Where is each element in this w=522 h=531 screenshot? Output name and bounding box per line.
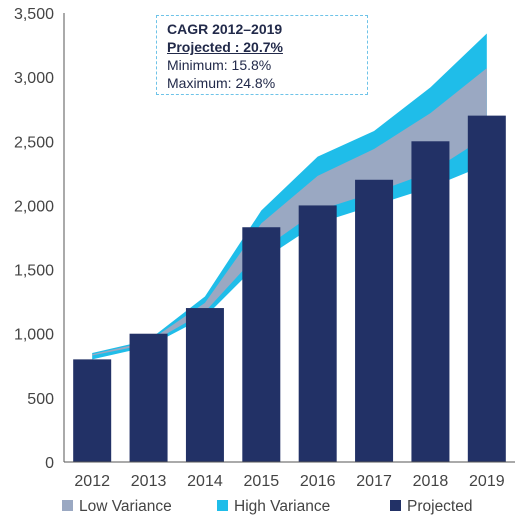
x-tick-label: 2017 [356, 473, 392, 490]
bar-2014 [185, 308, 224, 462]
legend-label-low-variance: Low Variance [79, 498, 172, 515]
y-tick-label: 3,000 [14, 70, 54, 87]
cagr-annotation: CAGR 2012–2019 Projected : 20.7% Minimum… [156, 15, 368, 95]
bar-2017 [355, 179, 394, 462]
axes [63, 13, 515, 463]
bar-2016 [298, 205, 337, 462]
annotation-projected: Projected : 20.7% [167, 39, 283, 55]
annotation-minimum: Minimum: 15.8% [167, 57, 272, 73]
x-tick-label: 2014 [187, 473, 223, 490]
y-tick-labels: 0 500 1,000 1,500 2,000 2,500 3,000 3,500 [14, 6, 54, 472]
y-tick-label: 1,000 [14, 327, 54, 344]
y-tick-label: 1,500 [14, 263, 54, 280]
bars [73, 115, 506, 463]
bar-2018 [411, 141, 450, 463]
legend-swatch-low-variance [62, 500, 73, 511]
x-tick-labels: 2012 2013 2014 2015 2016 2017 2018 2019 [74, 473, 504, 490]
low-variance-area [92, 68, 487, 356]
x-tick-label: 2013 [131, 473, 167, 490]
x-tick-label: 2018 [413, 473, 449, 490]
high-variance-area [92, 33, 487, 360]
legend-label-projected: Projected [407, 498, 472, 515]
y-tick-label: 2,000 [14, 198, 54, 215]
bar-2013 [129, 333, 168, 462]
bar-2015 [242, 227, 281, 462]
x-tick-label: 2019 [469, 473, 505, 490]
variance-areas [92, 33, 487, 360]
y-tick-label: 3,500 [14, 6, 54, 23]
x-tick-label: 2012 [74, 473, 110, 490]
y-tick-label: 2,500 [14, 134, 54, 151]
annotation-title: CAGR 2012–2019 [167, 21, 283, 37]
x-tick-label: 2015 [244, 473, 280, 490]
legend-swatch-projected [390, 500, 401, 511]
bar-2012 [73, 359, 112, 462]
annotation-maximum: Maximum: 24.8% [167, 75, 276, 91]
x-tick-label: 2016 [300, 473, 336, 490]
legend: Low Variance High Variance Projected [62, 498, 472, 515]
bar-2019 [467, 115, 506, 462]
y-tick-label: 500 [27, 391, 54, 408]
legend-swatch-high-variance [217, 500, 228, 511]
y-tick-label: 0 [45, 455, 54, 472]
legend-label-high-variance: High Variance [234, 498, 330, 515]
